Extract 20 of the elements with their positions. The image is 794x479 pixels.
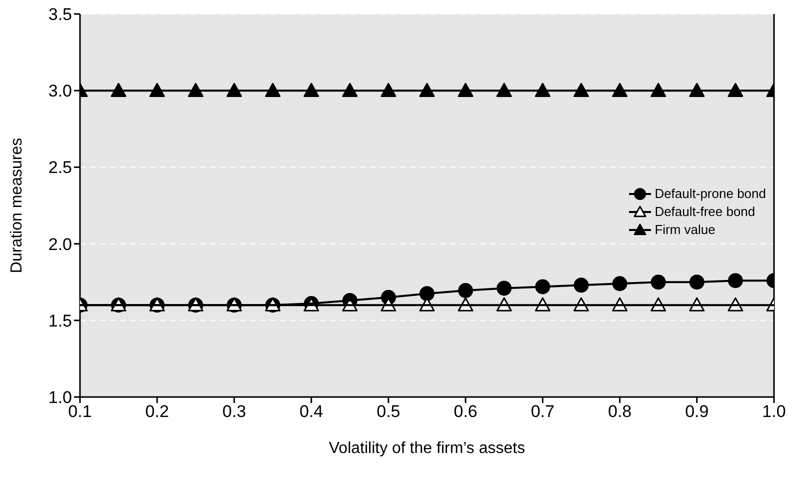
legend-label: Default-prone bond [654,185,766,203]
x-tick-label: 0.2 [145,402,169,422]
legend-label: Default-free bond [654,203,756,221]
x-tick-label: 1.0 [762,402,786,422]
x-tick-label: 0.5 [376,402,400,422]
y-tick-label: 2.5 [48,158,72,178]
y-tick-label: 3.5 [48,5,72,24]
y-tick-label: 2.0 [48,234,72,254]
x-tick-label: 0.4 [300,402,324,422]
y-tick-label: 1.5 [48,311,72,330]
x-axis-title: Volatility of the firm’s assets [328,440,526,457]
x-tick-label: 0.6 [454,402,478,422]
x-tick-label: 0.3 [222,402,246,422]
y-axis-title: Duration measures [8,138,26,274]
x-tick-label: 0.1 [68,402,92,422]
x-tick-label: 0.7 [530,402,554,422]
x-tick-label: 0.9 [685,402,709,422]
legend-label: Firm value [654,221,716,239]
x-tick-label: 0.8 [608,402,632,422]
y-tick-label: 3.0 [48,82,72,101]
